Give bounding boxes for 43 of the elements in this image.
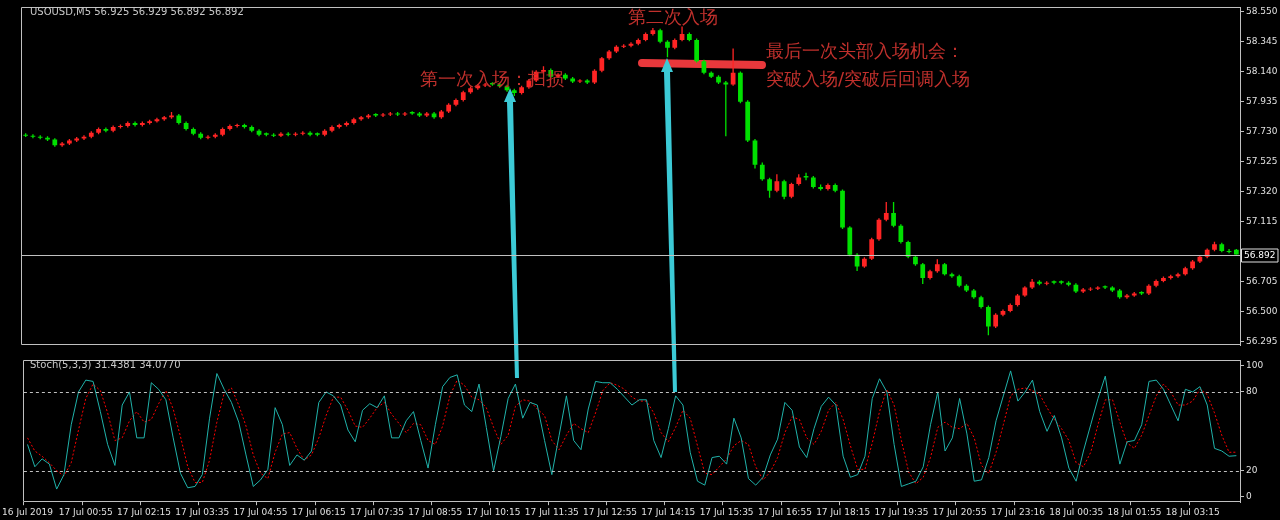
y-tick-label: 58.345 xyxy=(1246,36,1278,47)
chart-title: USOUSD,M5 56.925 56.929 56.892 56.892 xyxy=(30,6,244,17)
x-tick-label: 17 Jul 14:15 xyxy=(641,506,696,517)
annotation: 最后一次头部入场机会： xyxy=(766,40,964,62)
y-tick-label: 58.550 xyxy=(1246,6,1278,17)
y-tick-label: 0 xyxy=(1246,491,1252,502)
annotation: 第二次入场 xyxy=(628,6,718,28)
y-tick-label: 56.705 xyxy=(1246,276,1278,287)
y-tick-label: 80 xyxy=(1246,386,1258,397)
x-tick-label: 17 Jul 20:55 xyxy=(932,506,987,517)
x-tick-label: 17 Jul 00:55 xyxy=(58,506,113,517)
x-tick-label: 17 Jul 04:55 xyxy=(233,506,288,517)
y-tick-label: 57.525 xyxy=(1246,156,1278,167)
annotation: 突破入场/突破后回调入场 xyxy=(766,68,971,90)
x-tick-label: 17 Jul 19:35 xyxy=(874,506,929,517)
y-tick-label: 57.730 xyxy=(1246,126,1278,137)
y-tick-label: 56.500 xyxy=(1246,306,1278,317)
x-tick-label: 17 Jul 12:55 xyxy=(583,506,638,517)
candlestick xyxy=(358,115,364,121)
x-tick-label: 17 Jul 16:55 xyxy=(757,506,812,517)
x-tick-label: 18 Jul 01:55 xyxy=(1107,506,1162,517)
x-tick-label: 17 Jul 23:16 xyxy=(990,506,1046,517)
x-tick-label: 17 Jul 07:35 xyxy=(350,506,405,517)
x-tick-label: 17 Jul 11:35 xyxy=(524,506,579,517)
y-tick-label: 57.320 xyxy=(1246,186,1278,197)
x-tick-label: 16 Jul 2019 xyxy=(2,506,54,517)
y-tick-label: 58.140 xyxy=(1246,66,1278,77)
y-tick-label: 56.295 xyxy=(1246,336,1278,347)
y-tick-label: 57.115 xyxy=(1246,216,1278,227)
chart-title: Stoch(5,3,3) 31.4381 34.0770 xyxy=(30,359,181,370)
x-tick-label: 17 Jul 10:15 xyxy=(466,506,521,517)
y-tick-label: 20 xyxy=(1246,465,1258,476)
x-tick-label: 17 Jul 02:15 xyxy=(117,506,172,517)
ref-line-label: 56.892 xyxy=(1244,249,1276,260)
x-tick-label: 17 Jul 08:55 xyxy=(408,506,463,517)
x-tick-label: 18 Jul 00:35 xyxy=(1049,506,1104,517)
x-tick-label: 17 Jul 15:35 xyxy=(699,506,754,517)
y-tick-label: 100 xyxy=(1246,360,1264,370)
x-tick-label: 17 Jul 03:35 xyxy=(175,506,230,517)
x-tick-label: 17 Jul 18:15 xyxy=(816,506,871,517)
x-tick-label: 17 Jul 06:15 xyxy=(291,506,346,517)
x-tick-label: 18 Jul 03:15 xyxy=(1165,506,1220,517)
y-tick-label: 57.935 xyxy=(1246,96,1278,107)
